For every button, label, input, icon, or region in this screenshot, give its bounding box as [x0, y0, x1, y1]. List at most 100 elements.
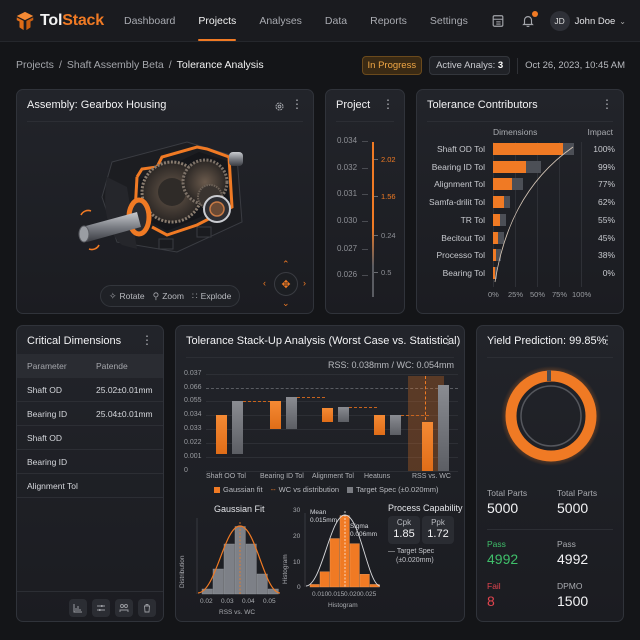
y-tick: 0 [184, 467, 188, 474]
contributor-row[interactable]: Samfa-drilit Tol 62% [417, 195, 623, 209]
x-tick: 0.05 [263, 598, 276, 605]
y-axis-label: Distribution [179, 555, 186, 588]
document-icon[interactable] [490, 13, 506, 29]
active-analyses-badge[interactable]: Active Analys: 3 [429, 56, 511, 75]
process-capability-title: Process Capability [388, 503, 463, 513]
active-analyses-label: Active Analys: [436, 60, 496, 71]
nav-dashboard[interactable]: Dashboard [124, 15, 176, 27]
legend-gaussian-fit: Gaussian fit [214, 485, 263, 494]
group-button[interactable] [115, 599, 133, 617]
gaussian-fit-bar[interactable] [374, 415, 385, 435]
contributor-row[interactable]: TR Tol 55% [417, 213, 623, 227]
x-tick: 0.010 [312, 591, 329, 598]
x-tick: Heatuns [364, 473, 391, 480]
cpk-label: Cpk [396, 518, 412, 527]
user-name[interactable]: John Doe [574, 15, 616, 27]
pan-down-icon[interactable]: ⌄ [282, 298, 290, 308]
x-axis-label: Histogram [328, 602, 358, 609]
pan-right-icon[interactable]: › [303, 278, 306, 288]
x-tick: 0.03 [221, 598, 234, 605]
target-spec-bar[interactable] [438, 384, 449, 471]
target-spec-bar[interactable] [232, 401, 243, 455]
explode-label: Explode [200, 291, 232, 301]
contributor-row[interactable]: Bearing Tol 0% [417, 266, 623, 280]
move-icon[interactable]: ✥ [274, 272, 298, 296]
delete-button[interactable] [138, 599, 156, 617]
target-spec-bar[interactable] [338, 407, 349, 423]
pan-up-icon[interactable]: ⌃ [282, 259, 290, 269]
nav-reports[interactable]: Reports [370, 15, 407, 27]
grid-line [206, 471, 458, 472]
nav-analyses[interactable]: Analyses [259, 15, 302, 27]
avatar[interactable]: JD [549, 11, 570, 31]
contributor-row[interactable]: Shaft OD Tol 100% [417, 142, 623, 156]
table-row[interactable]: Bearing ID [17, 450, 163, 474]
marker-label: 0.5 [381, 268, 392, 277]
gear-icon[interactable] [274, 99, 285, 117]
more-menu-icon[interactable]: ⋮ [141, 333, 153, 347]
chevron-down-icon[interactable]: ⌄ [619, 16, 626, 26]
table-row[interactable]: Shaft OD 25.02±0.01mm [17, 378, 163, 402]
scale-bar[interactable] [372, 142, 374, 297]
gaussian-fit-bar[interactable] [422, 422, 433, 471]
group-icon [119, 604, 129, 612]
panel-title: Assembly: Gearbox Housing [27, 99, 167, 111]
breadcrumb-projects[interactable]: Projects [16, 59, 54, 71]
stackup-analysis-panel: Tolerance Stack-Up Analysis (Worst Case … [175, 325, 465, 622]
notification-dot [531, 11, 538, 17]
contributor-label: Bearing ID Tol [431, 161, 485, 172]
x-tick: Shaft OO Tol [206, 473, 246, 480]
target-spec-bar[interactable] [286, 397, 297, 430]
y-tick: 20 [293, 533, 301, 540]
table-row[interactable]: Alignment Tol [17, 474, 163, 498]
more-menu-icon[interactable]: ⋮ [601, 97, 613, 111]
more-menu-icon[interactable]: ⋮ [442, 333, 454, 347]
table-row[interactable]: Shaft OD [17, 426, 163, 450]
y-tick: 0.066 [184, 383, 202, 391]
gaussian-fit-chart [196, 518, 280, 595]
nav-data[interactable]: Data [324, 15, 348, 27]
gaussian-fit-bar[interactable] [322, 408, 333, 423]
x-tick: RSS vs. WC [412, 473, 451, 480]
gaussian-fit-bar[interactable] [270, 401, 281, 430]
contributor-label: Alignment Tol [434, 179, 485, 190]
cell-value: 25.02±0.01mm [96, 385, 153, 395]
stat-value-total-parts: 5000 [557, 500, 589, 516]
rotate-button[interactable]: ✧ Rotate [109, 291, 145, 302]
breadcrumb-shaft-assembly[interactable]: Shaft Assembly Beta [66, 59, 164, 71]
more-menu-icon[interactable]: ⋮ [601, 333, 613, 347]
more-menu-icon[interactable]: ⋮ [382, 97, 394, 111]
panel-title: Tolerance Contributors [427, 99, 538, 111]
legend-label: Target Spec (±0.020mm) [356, 485, 439, 494]
y-tick: 30 [293, 507, 301, 514]
marker-tick [374, 235, 378, 236]
contributor-row[interactable]: Processo Tol 38% [417, 248, 623, 262]
rss-wc-summary: RSS: 0.038mm / WC: 0.054mm [327, 360, 454, 370]
top-navigation-bar: TolStack Dashboard Projects Analyses Dat… [0, 0, 640, 42]
more-menu-icon[interactable]: ⋮ [291, 97, 303, 111]
chart-button[interactable] [69, 599, 87, 617]
bell-icon[interactable] [520, 11, 538, 29]
explode-icon: ∷ [191, 290, 198, 301]
sigma-label: Sigma [350, 523, 369, 530]
panel-title: Tolerance Stack-Up Analysis (Worst Case … [186, 335, 461, 347]
contributor-row[interactable]: Becitout Tol 45% [417, 231, 623, 245]
contributor-label: Processo Tol [436, 250, 485, 261]
pan-left-icon[interactable]: ‹ [263, 278, 266, 288]
zoom-button[interactable]: ⚲ Zoom [153, 291, 184, 302]
contributor-row[interactable]: Bearing ID Tol 99% [417, 160, 623, 174]
app-logo[interactable]: TolStack [14, 10, 104, 32]
nav-projects[interactable]: Projects [198, 0, 236, 42]
logo-icon [16, 11, 34, 31]
gaussian-fit-bar[interactable] [216, 415, 227, 455]
scale-tick [362, 168, 368, 169]
marker-tick [374, 159, 378, 160]
settings-sliders-button[interactable] [92, 599, 110, 617]
stat-label-fail: Fail [487, 581, 501, 591]
contributor-row[interactable]: Alignment Tol 77% [417, 177, 623, 191]
table-row[interactable]: Bearing ID 25.04±0.01mm [17, 402, 163, 426]
target-spec-bar[interactable] [390, 415, 401, 435]
explode-button[interactable]: ∷ Explode [192, 291, 231, 302]
3d-model-viewport[interactable] [67, 127, 267, 277]
nav-settings[interactable]: Settings [429, 15, 468, 27]
